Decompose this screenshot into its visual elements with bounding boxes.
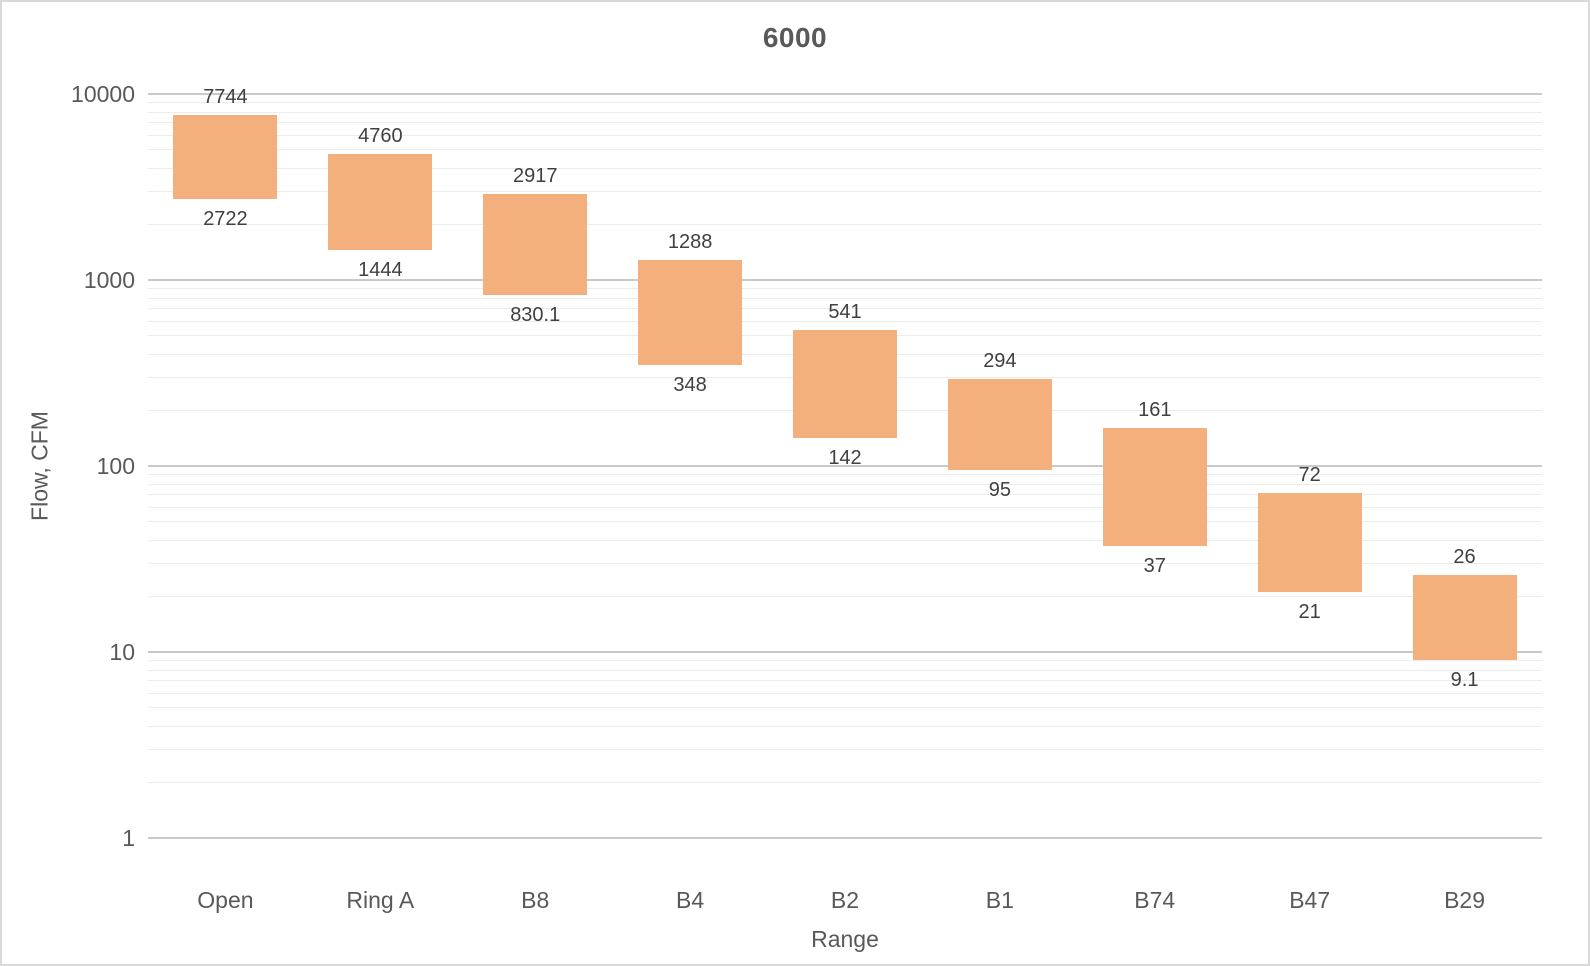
bar-high-label: 161 (1138, 398, 1172, 421)
bar-ring-a (328, 153, 433, 251)
gridline-minor (148, 521, 1542, 523)
chart-title: 6000 (762, 22, 828, 53)
x-category-label: B29 (1444, 887, 1486, 913)
y-tick-label: 1000 (83, 267, 135, 293)
gridline-minor (148, 680, 1542, 682)
x-category-label: B47 (1289, 887, 1331, 913)
gridline-major (148, 837, 1542, 839)
y-tick-label: 100 (96, 453, 135, 479)
y-tick-label: 10000 (71, 81, 135, 107)
gridline-minor (148, 320, 1542, 322)
gridline-minor (148, 669, 1542, 671)
gridline-minor (148, 539, 1542, 541)
gridline-major (148, 465, 1542, 467)
bar-low-label: 95 (988, 479, 1011, 502)
x-category-label: B8 (521, 887, 550, 913)
y-tick-label: 1 (122, 825, 135, 851)
gridline-minor (148, 167, 1542, 169)
gridline-minor (148, 707, 1542, 709)
bar-high-label: 26 (1453, 545, 1476, 568)
gridline-minor (148, 692, 1542, 694)
gridline-minor (148, 134, 1542, 136)
gridline-minor (148, 102, 1542, 103)
gridline-minor (148, 781, 1542, 783)
gridline-minor (148, 506, 1542, 508)
bar-low-label: 1444 (358, 259, 403, 282)
bar-low-label: 9.1 (1450, 668, 1479, 691)
y-tick-label: 10 (109, 639, 135, 665)
bar-low-label: 348 (673, 374, 707, 397)
gridline-minor (148, 474, 1542, 475)
x-axis-title: Range (811, 926, 879, 952)
bar-b29 (1412, 574, 1517, 660)
gridline-minor (148, 748, 1542, 750)
bar-low-label: 830.1 (510, 304, 561, 327)
bar-low-label: 142 (828, 446, 862, 469)
gridline-minor (148, 149, 1542, 151)
gridline-minor (148, 562, 1542, 564)
bar-high-label: 2917 (512, 164, 558, 187)
gridline-major (148, 279, 1542, 281)
gridline-minor (148, 308, 1542, 310)
bar-open (173, 114, 278, 200)
x-category-label: B74 (1134, 887, 1176, 913)
bar-low-label: 37 (1143, 555, 1166, 578)
gridline-minor (148, 483, 1542, 485)
gridline-major (148, 651, 1542, 653)
gridline-minor (148, 223, 1542, 225)
bar-high-label: 4760 (358, 124, 403, 147)
x-category-label: Open (197, 887, 254, 913)
x-category-label: B1 (985, 887, 1014, 913)
bar-b8 (483, 193, 588, 296)
gridline-minor (148, 725, 1542, 727)
bar-b1 (947, 378, 1052, 471)
bar-high-label: 294 (983, 349, 1017, 372)
gridline-minor (148, 297, 1542, 299)
gridline-major (148, 93, 1542, 95)
x-category-label: B2 (830, 887, 860, 913)
bar-b4 (638, 259, 743, 366)
gridline-minor (148, 288, 1542, 289)
gridline-minor (148, 111, 1542, 113)
bar-low-label: 2722 (203, 208, 248, 231)
bar-b74 (1102, 427, 1207, 547)
gridline-minor (148, 190, 1542, 192)
bar-high-label: 72 (1298, 463, 1321, 486)
gridline-minor (148, 660, 1542, 661)
bar-b2 (793, 329, 897, 438)
bar-high-label: 541 (828, 300, 862, 323)
bar-high-label: 1288 (667, 230, 713, 253)
bar-high-label: 7744 (203, 85, 248, 108)
gridline-minor (148, 494, 1542, 496)
gridline-minor (148, 595, 1542, 597)
bar-b47 (1257, 492, 1362, 593)
x-category-label: B4 (676, 887, 705, 913)
bar-low-label: 21 (1298, 601, 1321, 624)
x-category-label: Ring A (346, 887, 415, 913)
gridline-minor (148, 122, 1542, 124)
